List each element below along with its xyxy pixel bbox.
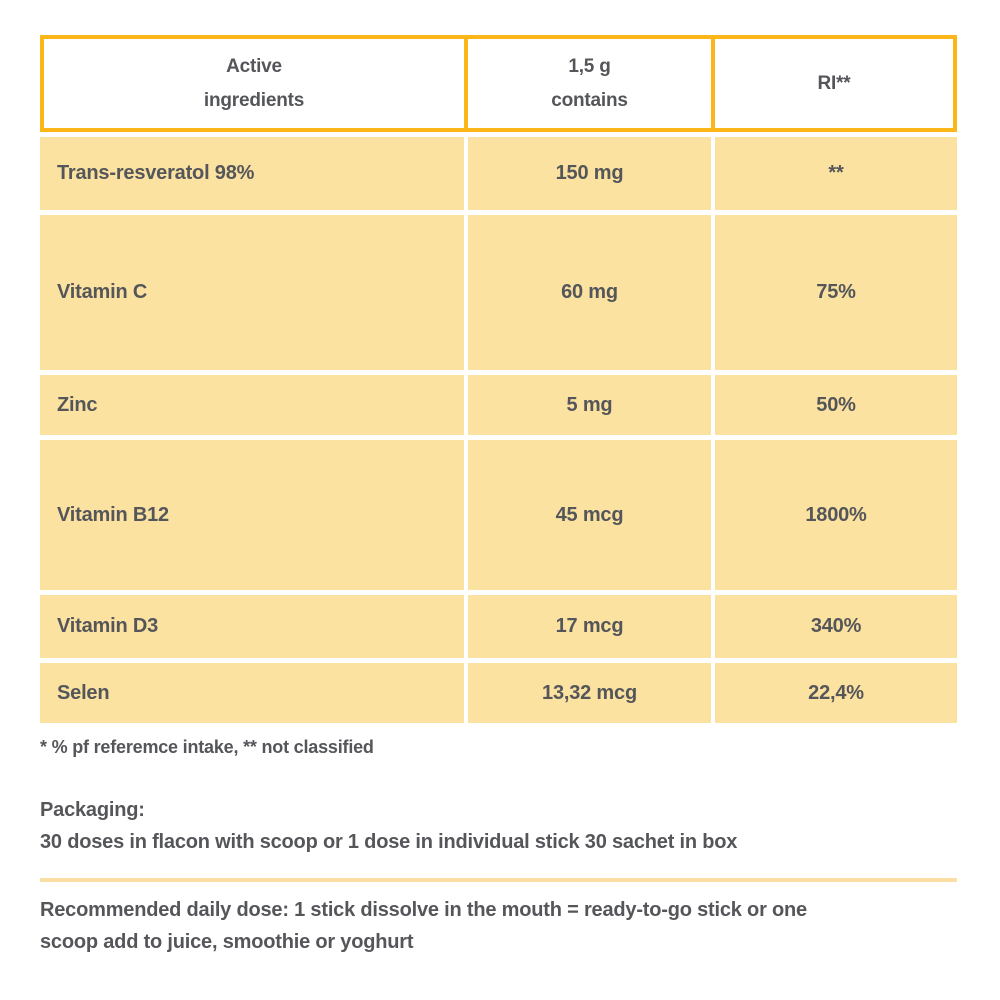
header-ri: RI** bbox=[715, 39, 953, 128]
packaging-section: Packaging: 30 doses in flacon with scoop… bbox=[40, 794, 1000, 859]
amount-cell: 45 mcg bbox=[468, 440, 711, 590]
ingredient-name-cell: Zinc bbox=[40, 375, 464, 435]
recommended-dose-section: Recommended daily dose: 1 stick dissolve… bbox=[40, 894, 970, 959]
amount-cell: 60 mg bbox=[468, 215, 711, 370]
packaging-label: Packaging: bbox=[40, 799, 145, 821]
section-divider bbox=[40, 877, 957, 882]
ri-cell: 1800% bbox=[715, 440, 957, 590]
table-row: Vitamin C 60 mg 75% bbox=[40, 215, 957, 370]
ingredient-name-cell: Vitamin C bbox=[40, 215, 464, 370]
header-contains-line1: 1,5 g bbox=[568, 56, 611, 78]
table-footnote: * % pf referemce intake, ** not classifi… bbox=[40, 737, 374, 757]
ingredient-name-cell: Trans-resveratol 98% bbox=[40, 137, 464, 210]
ri-cell: 340% bbox=[715, 595, 957, 658]
amount-cell: 5 mg bbox=[468, 375, 711, 435]
table-row: Vitamin B12 45 mcg 1800% bbox=[40, 440, 957, 590]
table-row: Trans-resveratol 98% 150 mg ** bbox=[40, 137, 957, 210]
ri-cell: 22,4% bbox=[715, 663, 957, 723]
header-contains: 1,5 g contains bbox=[468, 39, 711, 128]
ingredient-name-cell: Vitamin D3 bbox=[40, 595, 464, 658]
amount-cell: 17 mcg bbox=[468, 595, 711, 658]
table-header-row: Active ingredients 1,5 g contains RI** bbox=[40, 35, 957, 132]
table-row: Zinc 5 mg 50% bbox=[40, 375, 957, 435]
ingredient-name-cell: Vitamin B12 bbox=[40, 440, 464, 590]
header-contains-line2: contains bbox=[551, 89, 628, 111]
packaging-text: 30 doses in flacon with scoop or 1 dose … bbox=[40, 831, 738, 854]
header-active-ingredients-line1: Active bbox=[226, 56, 282, 78]
table-row: Selen 13,32 mcg 22,4% bbox=[40, 663, 957, 723]
header-active-ingredients: Active ingredients bbox=[44, 39, 464, 128]
recommended-dose-line2: scoop add to juice, smoothie or yoghurt bbox=[40, 931, 414, 954]
header-active-ingredients-line2: ingredients bbox=[203, 89, 305, 111]
ingredients-table: Active ingredients 1,5 g contains RI** T… bbox=[40, 35, 957, 723]
ri-cell: 75% bbox=[715, 215, 957, 370]
ri-cell: 50% bbox=[715, 375, 957, 435]
table-row: Vitamin D3 17 mcg 340% bbox=[40, 595, 957, 658]
ingredient-name-cell: Selen bbox=[40, 663, 464, 723]
amount-cell: 150 mg bbox=[468, 137, 711, 210]
header-ri-label: RI** bbox=[817, 72, 851, 94]
recommended-dose-line1: Recommended daily dose: 1 stick dissolve… bbox=[40, 898, 807, 921]
amount-cell: 13,32 mcg bbox=[468, 663, 711, 723]
ri-cell: ** bbox=[715, 137, 957, 210]
